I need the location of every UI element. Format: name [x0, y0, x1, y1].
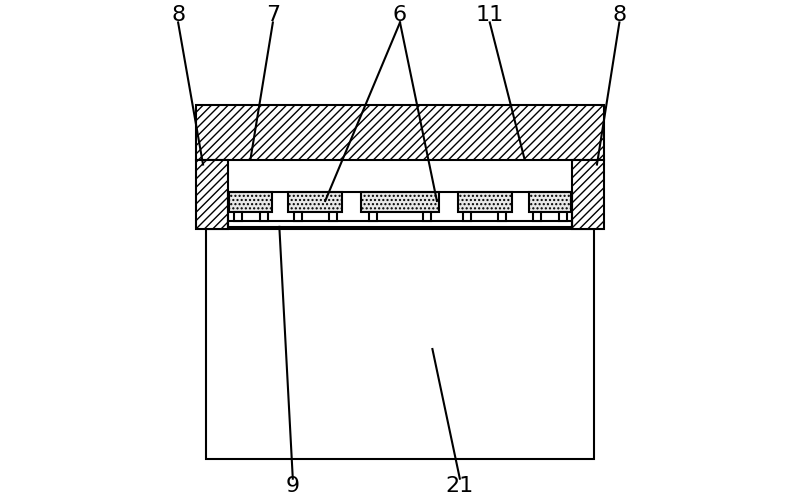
Bar [559, 212, 566, 221]
Bar [230, 192, 272, 212]
Bar [533, 212, 541, 221]
Bar [423, 212, 431, 221]
Bar [361, 192, 439, 212]
Bar [206, 230, 594, 459]
Bar [195, 160, 228, 230]
Bar [529, 192, 571, 212]
Text: 7: 7 [266, 5, 280, 25]
Text: 8: 8 [171, 5, 185, 25]
Text: 21: 21 [446, 476, 474, 496]
Text: 9: 9 [286, 476, 300, 496]
Bar [260, 212, 268, 221]
Bar [369, 212, 377, 221]
Bar [498, 212, 506, 221]
Bar [294, 212, 302, 221]
Text: 6: 6 [393, 5, 407, 25]
Text: 8: 8 [612, 5, 626, 25]
Bar [463, 212, 471, 221]
Bar [458, 192, 512, 212]
Bar [572, 160, 605, 230]
Bar [195, 105, 605, 160]
Bar [329, 212, 337, 221]
Bar [234, 212, 242, 221]
Bar [228, 221, 572, 227]
Text: 11: 11 [476, 5, 504, 25]
Bar [288, 192, 342, 212]
